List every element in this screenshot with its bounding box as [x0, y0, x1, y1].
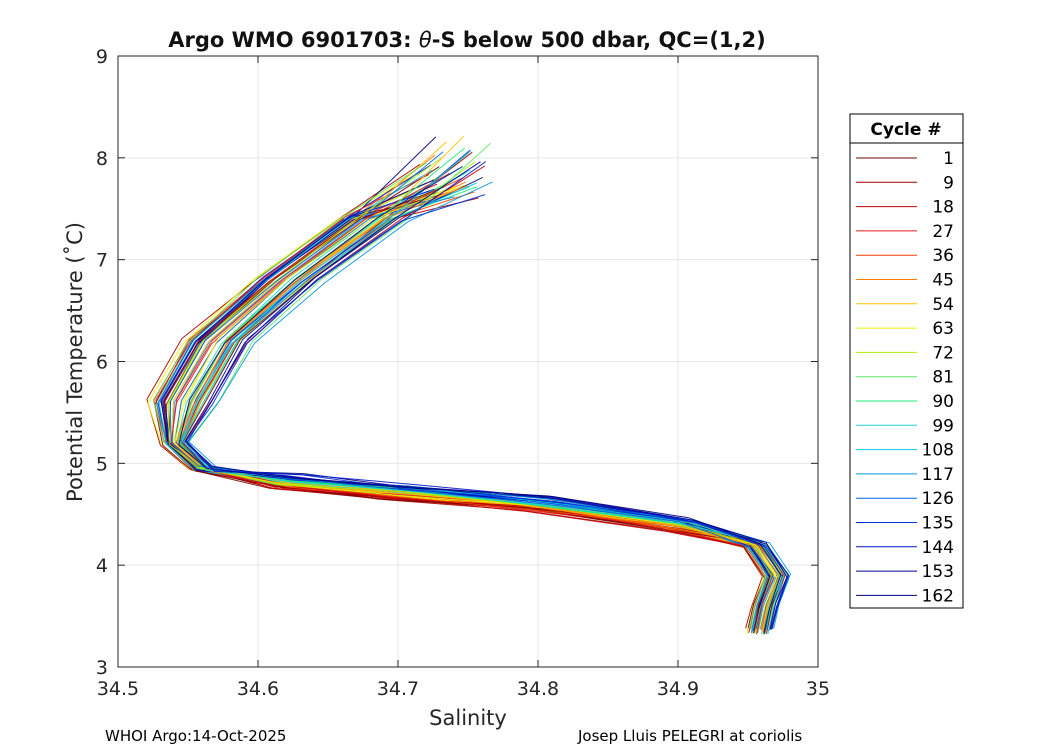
legend-label-144: 144 — [922, 538, 954, 558]
y-tick-label: 5 — [96, 453, 108, 475]
legend-label-162: 162 — [922, 586, 954, 606]
legend-label-126: 126 — [922, 489, 954, 509]
x-tick-label: 34.7 — [377, 678, 419, 700]
x-tick-label: 34.8 — [517, 678, 559, 700]
legend-label-90: 90 — [932, 392, 954, 412]
legend-label-81: 81 — [932, 368, 954, 388]
legend-label-18: 18 — [932, 198, 954, 218]
legend-items: 1 9 18 27 36 45 54 63 72 81 90 99 108 117 126 135 144 153… — [856, 149, 954, 606]
footer-right: Josep Lluis PELEGRI at coriolis — [577, 727, 802, 745]
legend-label-153: 153 — [922, 562, 954, 582]
legend-label-63: 63 — [932, 319, 954, 339]
grid — [118, 56, 818, 667]
x-tick-label: 34.5 — [97, 678, 139, 700]
axis-ticks: 34.5 34.6 34.7 34.8 34.9 35 3 4 5 6 7 8 9 — [96, 46, 830, 700]
legend-box — [849, 113, 964, 609]
legend-label-1: 1 — [943, 149, 954, 169]
x-tick-label: 35 — [806, 678, 830, 700]
legend-title: Cycle # — [870, 120, 941, 140]
y-tick-label: 6 — [96, 352, 108, 374]
chart-title: Argo WMO 6901703: θ-S below 500 dbar, QC… — [168, 28, 765, 52]
footer-left: WHOI Argo:14-Oct-2025 — [105, 727, 286, 745]
legend: Cycle # 19182736455463728190991081171261… — [849, 113, 964, 609]
x-axis-label: Salinity — [429, 706, 507, 730]
x-tick-label: 34.9 — [657, 678, 699, 700]
profile-line-cycle-153 — [184, 161, 788, 630]
profile-line-cycle-72 — [167, 157, 772, 634]
profile-line-cycle-162 — [178, 166, 782, 633]
legend-label-9: 9 — [943, 173, 954, 193]
profile-line-cycle-126 — [169, 151, 774, 630]
legend-label-117: 117 — [922, 465, 954, 485]
x-tick-label: 34.6 — [237, 678, 279, 700]
title-suffix: -S below 500 dbar, QC=(1,2) — [432, 28, 766, 52]
legend-label-27: 27 — [932, 222, 954, 242]
profile-line-cycle-27 — [155, 174, 767, 632]
legend-label-108: 108 — [922, 441, 954, 461]
legend-label-54: 54 — [932, 295, 954, 315]
title-prefix: Argo WMO 6901703: — [168, 28, 419, 52]
legend-label-72: 72 — [932, 343, 954, 363]
y-tick-label: 8 — [96, 148, 108, 170]
y-axis-label: Potential Temperature (˚C) — [63, 222, 87, 502]
y-tick-label: 3 — [96, 657, 108, 679]
legend-label-45: 45 — [932, 271, 954, 291]
profile-line-cycle-144 — [186, 161, 790, 630]
legend-label-135: 135 — [922, 514, 954, 534]
title-theta: θ — [419, 28, 432, 52]
y-tick-label: 9 — [96, 46, 108, 68]
legend-label-36: 36 — [932, 246, 954, 266]
y-tick-label: 4 — [96, 555, 108, 577]
profile-line-cycle-81 — [152, 162, 767, 629]
profile-curves — [146, 135, 791, 635]
legend-label-99: 99 — [932, 416, 954, 436]
y-tick-label: 7 — [96, 250, 108, 272]
